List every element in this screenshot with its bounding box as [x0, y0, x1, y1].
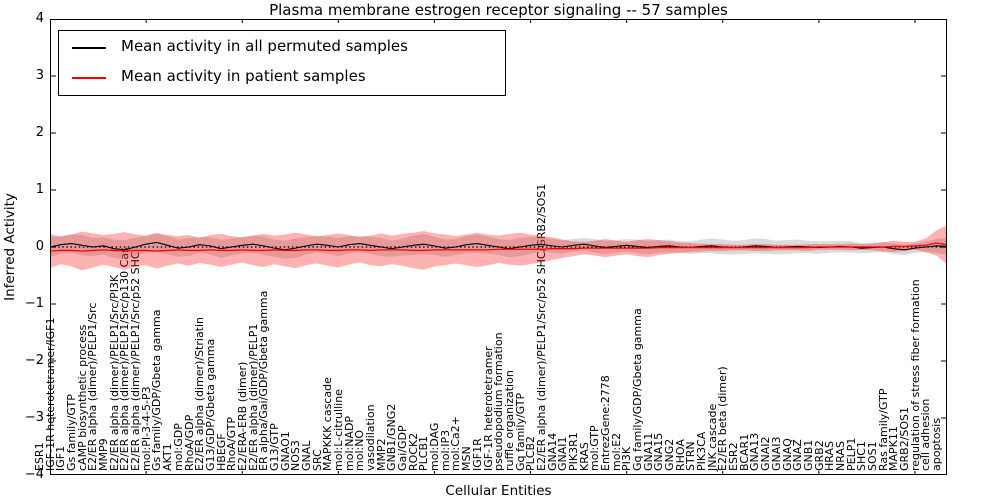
chart-title: Plasma membrane estrogen receptor signal… [269, 1, 728, 19]
patient-mean-line [50, 242, 947, 252]
legend-row-patient: Mean activity in patient samples [59, 63, 505, 93]
legend-label-patient: Mean activity in patient samples [121, 67, 366, 85]
legend: Mean activity in all permuted samples Me… [58, 30, 506, 96]
y-tick-label: 3 [35, 68, 44, 83]
legend-line-sample-patient [72, 77, 106, 79]
x-axis-label: Cellular Entities [445, 483, 552, 499]
legend-row-permuted: Mean activity in all permuted samples [59, 33, 505, 63]
y-tick-label: 2 [35, 125, 44, 140]
permuted-std-band [50, 232, 947, 260]
legend-line-sample-permuted [72, 47, 106, 49]
y-tick-label: −1 [24, 296, 44, 311]
permuted-mean-line [50, 241, 947, 251]
plot-svg [50, 19, 947, 475]
y-tick-label: 1 [35, 182, 44, 197]
legend-label-permuted: Mean activity in all permuted samples [121, 37, 408, 55]
y-tick-label: −4 [24, 467, 44, 482]
y-tick-label: −3 [24, 410, 44, 425]
y-tick-label: 4 [35, 11, 44, 26]
y-tick-label: −2 [24, 353, 44, 368]
y-tick-label: 0 [35, 239, 44, 254]
patient-std-band [50, 225, 947, 271]
